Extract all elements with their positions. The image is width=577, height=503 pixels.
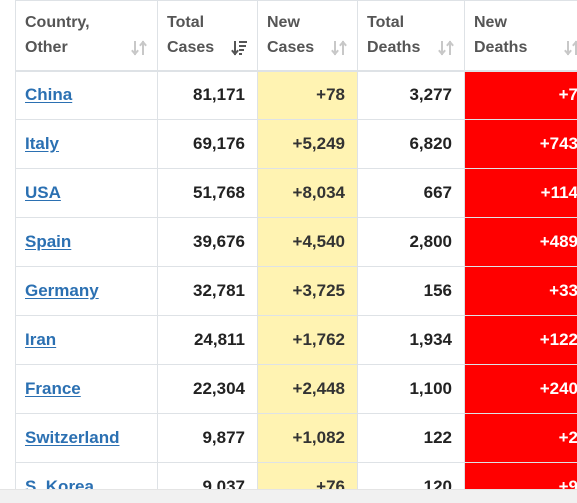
- cell-new-cases: +2,448: [257, 364, 358, 414]
- cell-total-deaths: 156: [357, 266, 465, 316]
- header-new-deaths[interactable]: New Deaths: [464, 0, 577, 72]
- cell-new-deaths: +743: [464, 119, 577, 169]
- header-label-line1: New: [267, 14, 300, 32]
- table-row: USA 51,768 +8,034 667 +114: [15, 168, 577, 218]
- cell-total-deaths: 3,277: [357, 70, 465, 120]
- header-label-line1: New: [474, 14, 507, 32]
- country-link-iran[interactable]: Iran: [25, 330, 57, 349]
- country-link-china[interactable]: China: [25, 85, 73, 105]
- country-link-spain[interactable]: Spain: [25, 232, 72, 251]
- table-header: Country, Other Total: [15, 0, 577, 72]
- cell-total-cases: 22,304: [157, 364, 258, 414]
- sort-desc-icon[interactable]: [231, 40, 247, 56]
- sort-updown-icon[interactable]: [131, 39, 147, 56]
- header-total-cases[interactable]: Total Cases: [157, 0, 258, 72]
- header-country[interactable]: Country, Other: [15, 0, 158, 72]
- sort-updown-icon[interactable]: [564, 39, 577, 56]
- cell-total-deaths: 6,820: [357, 119, 465, 169]
- country-link-germany[interactable]: Germany: [25, 281, 99, 300]
- header-label: Total Cases: [167, 10, 249, 60]
- cell-new-deaths: +122: [464, 315, 577, 365]
- table-row: Spain 39,676 +4,540 2,800 +489: [15, 217, 577, 267]
- cell-new-cases: +4,540: [257, 217, 358, 267]
- table-row: China 81,171 +78 3,277 +7: [15, 70, 577, 120]
- table-row: Italy 69,176 +5,249 6,820 +743: [15, 119, 577, 169]
- scrollbar-thumb[interactable]: [0, 492, 577, 501]
- header-row: Country, Other Total: [15, 0, 577, 72]
- header-new-cases[interactable]: New Cases: [257, 0, 358, 72]
- country-link-france[interactable]: France: [25, 379, 81, 398]
- cell-country: Switzerland: [15, 413, 158, 463]
- cell-total-cases: 24,811: [157, 315, 258, 365]
- table-row: Germany 32,781 +3,725 156 +33: [15, 266, 577, 316]
- cell-new-cases: +8,034: [257, 168, 358, 218]
- cell-total-cases: 81,171: [157, 70, 258, 120]
- cell-country: Germany: [15, 266, 158, 316]
- cell-new-deaths: +240: [464, 364, 577, 414]
- cell-new-cases: +5,249: [257, 119, 358, 169]
- cell-country: Iran: [15, 315, 158, 365]
- table-body: China 81,171 +78 3,277 +7 Italy 69,176 +…: [15, 70, 577, 503]
- header-label-line2: Deaths: [474, 39, 528, 57]
- cell-new-deaths: +33: [464, 266, 577, 316]
- cell-total-cases: 32,781: [157, 266, 258, 316]
- cell-country: Spain: [15, 217, 158, 267]
- cell-total-deaths: 2,800: [357, 217, 465, 267]
- header-label: Total Deaths: [367, 10, 456, 60]
- sort-updown-icon[interactable]: [438, 39, 454, 56]
- cell-total-cases: 9,877: [157, 413, 258, 463]
- table-row: Switzerland 9,877 +1,082 122 +2: [15, 413, 577, 463]
- cell-country: China: [15, 70, 158, 120]
- header-label-line1: Country,: [25, 14, 90, 32]
- header-label-line1: Total: [167, 14, 205, 32]
- cell-new-deaths: +7: [464, 70, 577, 120]
- cell-country: France: [15, 364, 158, 414]
- header-label: New Deaths: [474, 10, 577, 60]
- header-label-line2: Cases: [267, 39, 315, 57]
- table-row: France 22,304 +2,448 1,100 +240: [15, 364, 577, 414]
- country-link-switzerland[interactable]: Switzerland: [25, 428, 120, 447]
- cell-new-cases: +3,725: [257, 266, 358, 316]
- cell-new-deaths: +489: [464, 217, 577, 267]
- horizontal-scrollbar[interactable]: [0, 489, 577, 503]
- country-link-usa[interactable]: USA: [25, 183, 61, 202]
- cell-new-cases: +1,762: [257, 315, 358, 365]
- table-row: Iran 24,811 +1,762 1,934 +122: [15, 315, 577, 365]
- cell-country: USA: [15, 168, 158, 218]
- header-total-deaths[interactable]: Total Deaths: [357, 0, 465, 72]
- cell-total-cases: 69,176: [157, 119, 258, 169]
- cell-total-deaths: 667: [357, 168, 465, 218]
- cell-total-cases: 39,676: [157, 217, 258, 267]
- covid-stats-table: Country, Other Total: [15, 0, 577, 503]
- cell-total-deaths: 1,934: [357, 315, 465, 365]
- cell-country: Italy: [15, 119, 158, 169]
- header-label-line2: Deaths: [367, 39, 421, 57]
- header-label: Country, Other: [25, 10, 149, 60]
- country-link-italy[interactable]: Italy: [25, 134, 60, 153]
- header-label-line2: Cases: [167, 39, 215, 57]
- cell-total-deaths: 1,100: [357, 364, 465, 414]
- sort-updown-icon[interactable]: [331, 39, 347, 56]
- cell-new-deaths: +2: [464, 413, 577, 463]
- cell-new-cases: +1,082: [257, 413, 358, 463]
- cell-new-cases: +78: [257, 70, 358, 120]
- header-label-line2: Other: [25, 39, 68, 57]
- header-label-line1: Total: [367, 14, 405, 32]
- cell-total-deaths: 122: [357, 413, 465, 463]
- cell-new-deaths: +114: [464, 168, 577, 218]
- cell-total-cases: 51,768: [157, 168, 258, 218]
- header-label: New Cases: [267, 10, 349, 60]
